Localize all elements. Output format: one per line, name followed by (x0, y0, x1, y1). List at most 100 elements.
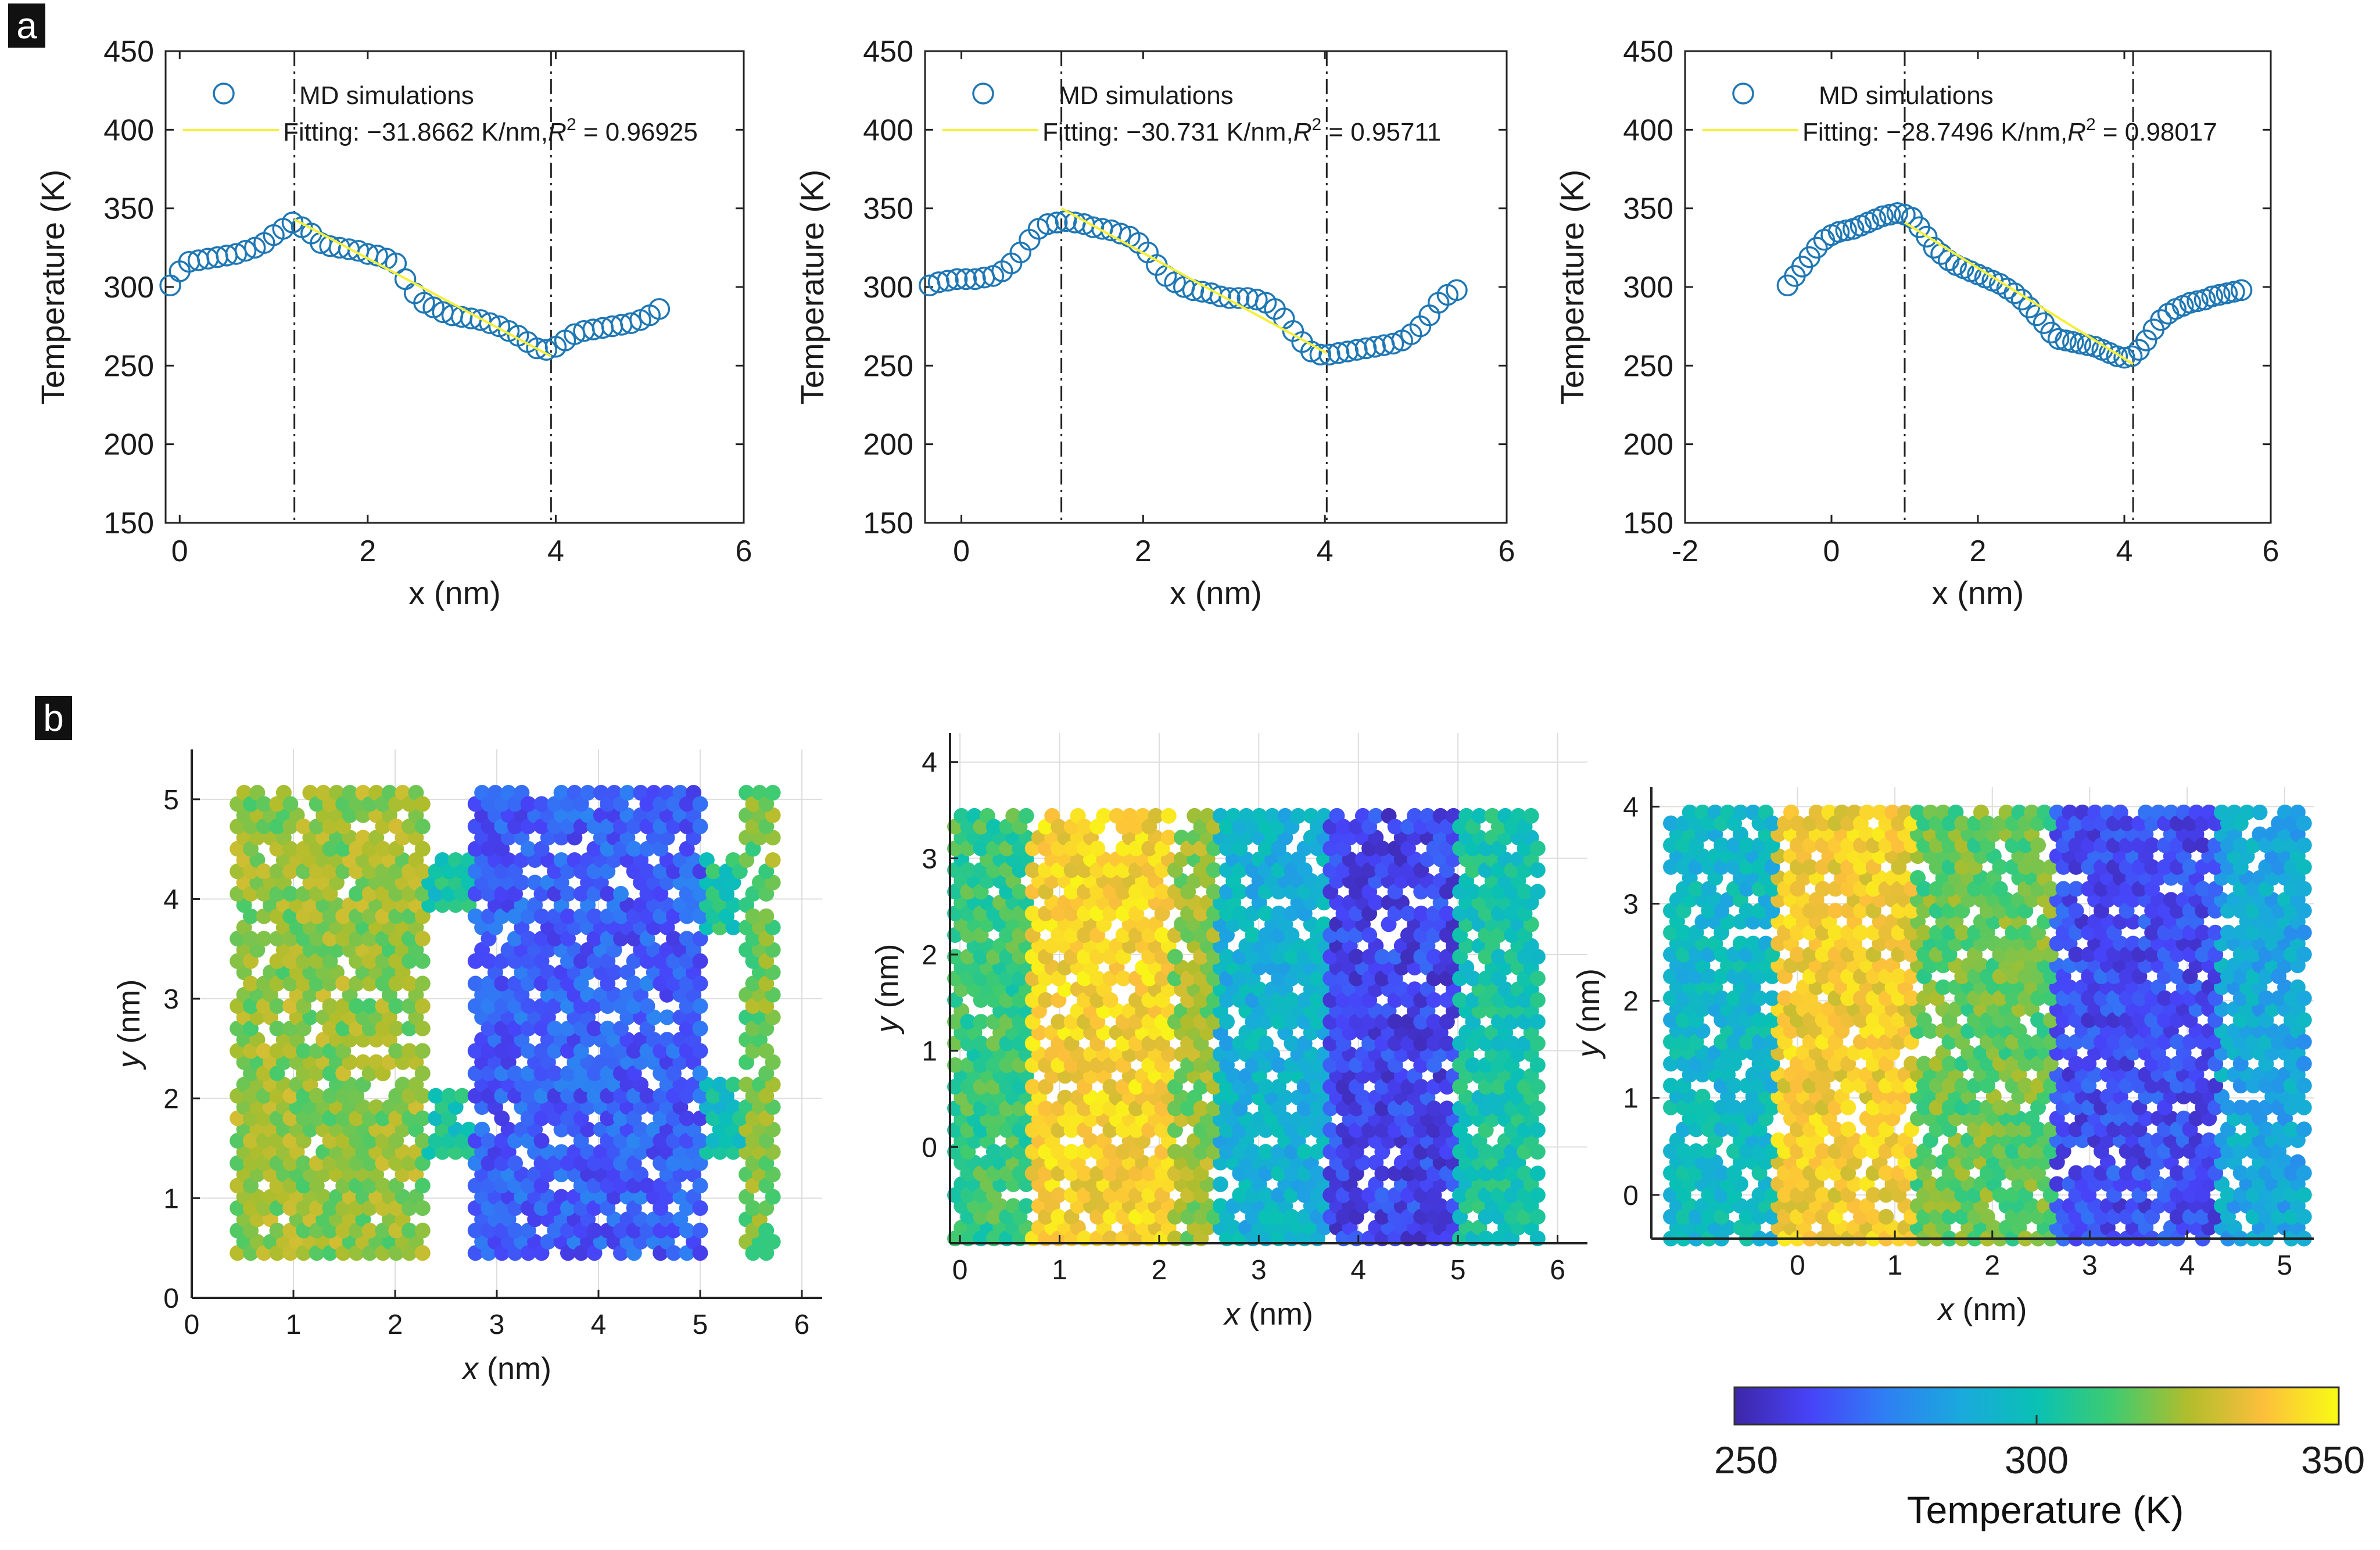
atom-point (414, 998, 431, 1014)
atom-point (600, 885, 616, 902)
y-tick-label: 400 (863, 113, 913, 147)
atom-point (2232, 1165, 2249, 1181)
y-tick-label: 250 (103, 349, 154, 383)
atom-point (414, 1133, 431, 1149)
md-point (1082, 216, 1105, 238)
atom-point (1954, 815, 1970, 831)
atom-point (414, 1200, 431, 1216)
atom-point (414, 1065, 431, 1082)
atom-point (1529, 1014, 1546, 1030)
panel-label-b-text: b (43, 697, 64, 739)
md-point (1446, 279, 1468, 302)
md-point (2069, 332, 2092, 355)
y-tick-label: 150 (1623, 507, 1673, 540)
md-point (2187, 290, 2209, 313)
atom-point (1726, 1078, 1742, 1094)
atom-point (1726, 1099, 1742, 1115)
atom-point (1051, 1014, 1067, 1030)
atom-point (560, 885, 576, 902)
atom-point (1335, 819, 1352, 835)
atom-point (414, 953, 431, 969)
atom-point (758, 1222, 775, 1239)
atom-point (1219, 949, 1235, 965)
atom-point (1840, 1099, 1856, 1115)
md-point (2223, 281, 2245, 303)
atom-point (335, 975, 352, 992)
atom-point (1840, 1121, 1856, 1138)
atom-point (2017, 924, 2034, 941)
atom-point (2169, 968, 2185, 985)
atom-point (973, 1014, 989, 1030)
md-point (2230, 279, 2253, 302)
atom-point (2169, 1165, 2185, 1181)
md-point (479, 312, 501, 335)
legend-md-marker (1732, 82, 1754, 105)
atom-point (256, 931, 272, 947)
atom-point (1751, 1012, 1768, 1028)
y-tick-label: 300 (863, 271, 913, 304)
atom-point (1979, 815, 1995, 831)
md-point (1336, 340, 1359, 363)
atom-point (692, 1043, 708, 1059)
atom-point (1160, 808, 1177, 824)
atom-point (1012, 884, 1028, 900)
atom-point (467, 908, 483, 924)
atom-point (520, 931, 536, 947)
x-axis-label: x (nm) (1932, 575, 2024, 611)
atom-point (1663, 815, 1679, 831)
atom-point (692, 818, 708, 834)
atom-point (547, 1065, 563, 1082)
atom-point (1024, 862, 1041, 878)
legend-fit-text: Fitting: −30.731 K/nm,R2 = 0.95711 (1042, 115, 1441, 146)
atom-point (1018, 808, 1034, 824)
atom-point (388, 818, 404, 834)
md-point (535, 339, 557, 361)
atom-point (2042, 881, 2059, 897)
atom-point (1935, 979, 1951, 995)
y-tick-label: 1 (922, 1036, 937, 1067)
atom-point (1827, 1121, 1844, 1138)
atom-point (1102, 1079, 1119, 1095)
atom-point (679, 1110, 695, 1126)
atom-point (692, 975, 708, 992)
atom-point (2119, 1099, 2135, 1115)
fit-line (1904, 221, 2134, 365)
atom-point (2232, 837, 2249, 853)
atom-point (1160, 830, 1177, 846)
atom-point (2055, 1034, 2071, 1050)
atom-point (666, 931, 682, 947)
atom-point (758, 908, 775, 924)
y-tick-label: 400 (1623, 113, 1673, 147)
atom-point (1916, 1012, 1932, 1028)
atom-point (1529, 1144, 1546, 1160)
x-tick-label: 2 (1135, 534, 1152, 568)
atom-point (1232, 884, 1248, 900)
atom-point (1076, 1165, 1092, 1182)
atom-point (2081, 1165, 2097, 1181)
y-tick-label: 0 (922, 1132, 937, 1163)
y-tick-label: 250 (1623, 349, 1673, 383)
atom-point (296, 1043, 311, 1059)
md-point (2003, 282, 2026, 304)
atom-point (1206, 884, 1222, 900)
md-point (2216, 282, 2238, 304)
atom-point (692, 1222, 708, 1239)
atom-point (256, 863, 272, 880)
md-point (1246, 288, 1268, 311)
atom-point (2195, 924, 2211, 941)
atom-point (659, 1009, 675, 1025)
atom-point (388, 1043, 404, 1059)
atom-point (1739, 837, 1755, 853)
atom-point (586, 908, 603, 924)
atom-point (2017, 1078, 2034, 1094)
legend-md-text: MD simulations (1059, 81, 1234, 110)
atom-point (1739, 903, 1755, 919)
atom-point (414, 975, 431, 992)
atom-point (1878, 1165, 1894, 1181)
atom-point (414, 1222, 431, 1239)
x-tick-label: 4 (1317, 534, 1334, 568)
atom-point (1714, 990, 1730, 1006)
atom-point (388, 1020, 404, 1036)
atom-point (2195, 1078, 2211, 1094)
atom-point (2182, 1056, 2198, 1072)
